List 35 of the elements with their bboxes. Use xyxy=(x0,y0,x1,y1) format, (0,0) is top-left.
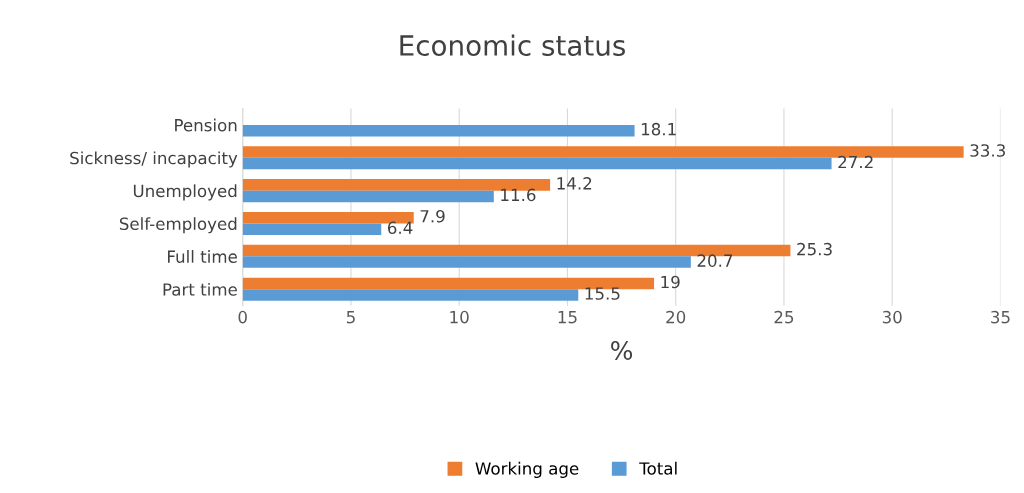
data-label: 7.9 xyxy=(420,209,445,223)
legend-label: Working age xyxy=(475,461,579,478)
x-tick-label: 15 xyxy=(558,311,577,324)
data-label: 11.6 xyxy=(501,188,536,202)
data-label: 15.5 xyxy=(585,287,620,300)
x-tick-label: 10 xyxy=(450,310,469,324)
x-tick-label: 20 xyxy=(666,310,686,324)
x-tick-label: 5 xyxy=(346,311,355,324)
x-axis-title: % xyxy=(611,340,633,360)
bar xyxy=(242,256,691,268)
bar xyxy=(242,223,382,235)
data-label: 6.4 xyxy=(387,221,413,235)
y-tick-label: Pension xyxy=(175,118,237,132)
x-tick-label: 25 xyxy=(774,310,794,324)
y-tick-label: Part time xyxy=(163,282,237,296)
data-label: 27.2 xyxy=(838,155,873,169)
y-tick-label: Full time xyxy=(168,250,237,263)
y-tick-label: Unemployed xyxy=(133,184,237,201)
data-label: 20.7 xyxy=(697,254,733,267)
data-label: 19 xyxy=(661,275,680,289)
data-label: 18.1 xyxy=(641,122,676,136)
x-tick-label: 35 xyxy=(991,310,1010,324)
y-tick-label: Sickness/ incapacity xyxy=(70,151,238,168)
bar xyxy=(242,124,635,137)
bar xyxy=(242,190,494,203)
bar xyxy=(242,289,579,301)
legend-label: Total xyxy=(639,461,677,475)
bar xyxy=(242,157,832,170)
x-tick-label: 30 xyxy=(882,310,902,324)
chart-title: Economic status xyxy=(400,34,625,57)
data-label: 33.3 xyxy=(970,144,1005,157)
data-label: 14.2 xyxy=(557,177,592,190)
y-tick-label: Self-employed xyxy=(119,217,237,234)
data-label: 25.3 xyxy=(797,242,832,256)
x-tick-label: 0 xyxy=(238,310,247,324)
